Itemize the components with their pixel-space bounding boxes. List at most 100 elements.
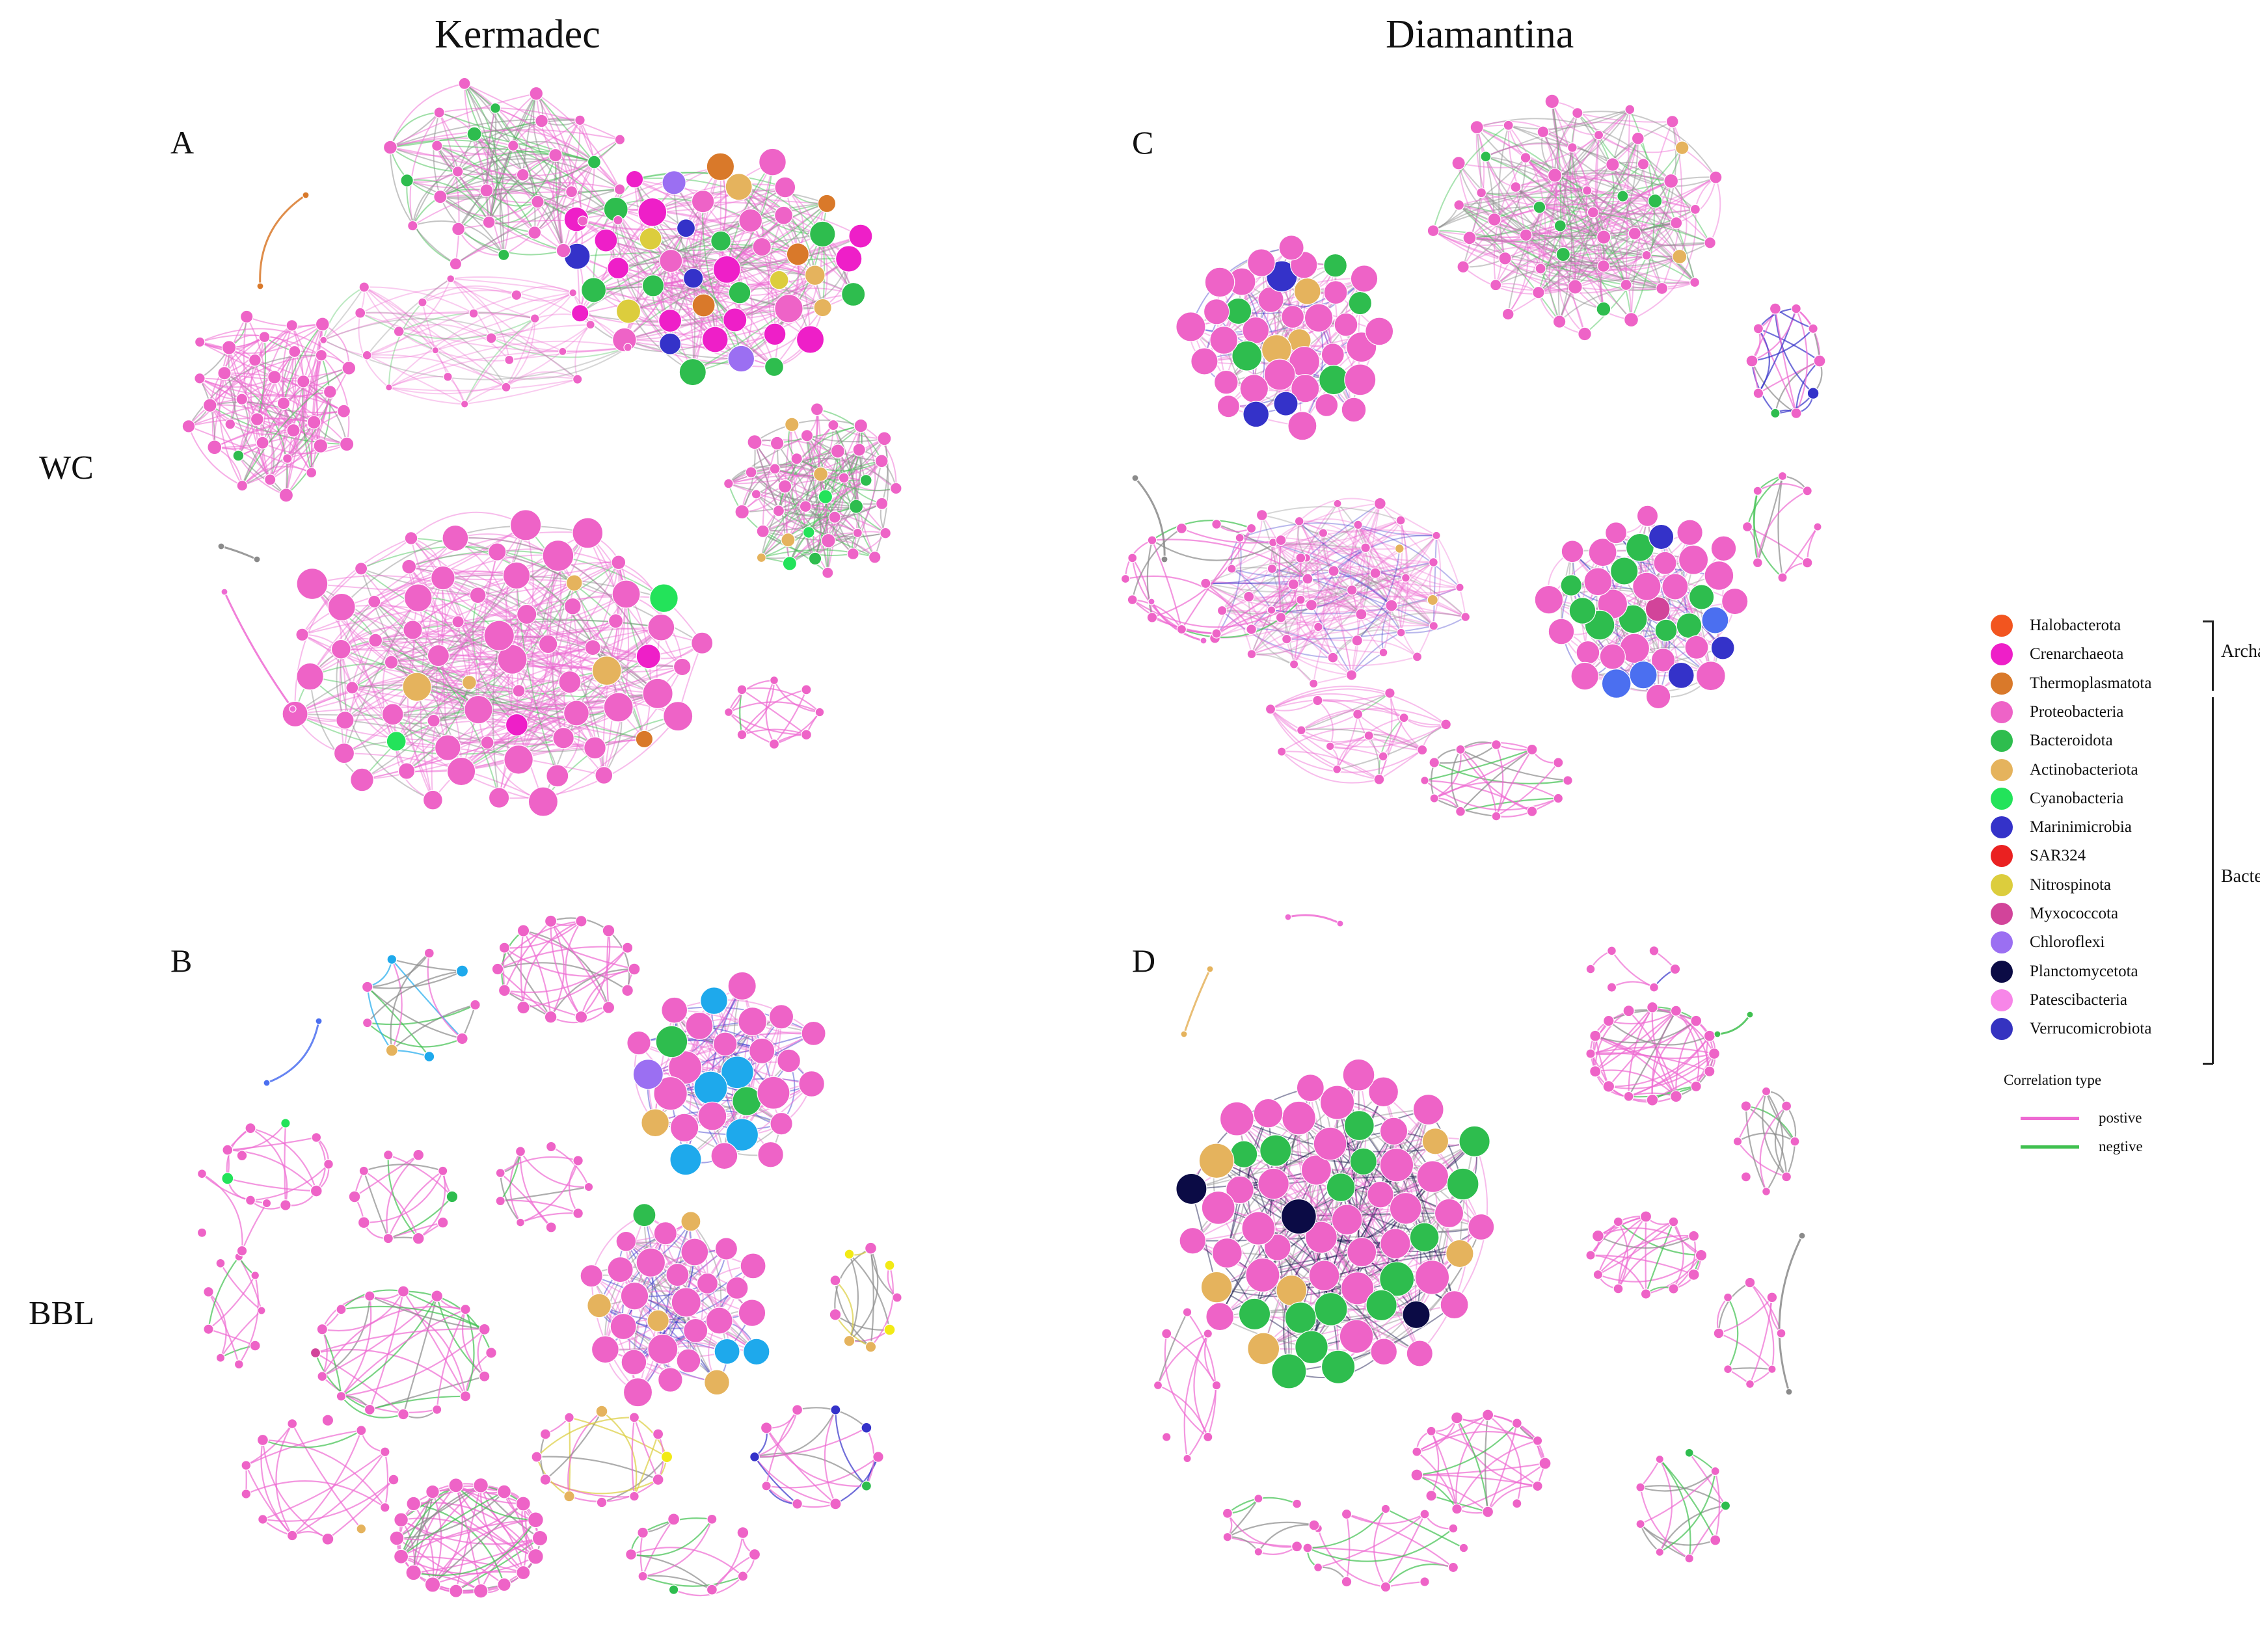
a-top-left-node (431, 140, 443, 152)
panel-letter-a: A (170, 124, 195, 161)
d-r7-node (1655, 1454, 1664, 1464)
c-dense-2-node (1645, 596, 1671, 622)
a-left-node (182, 420, 196, 433)
a-mid-node (504, 354, 515, 365)
b-r4-node (358, 1166, 369, 1176)
c-r2-edge (1756, 475, 1784, 563)
b-r10-edge (455, 1485, 536, 1521)
c-mid-edge (1317, 533, 1358, 641)
c-dense-1-node (1323, 253, 1348, 278)
a-top-left-edge (522, 93, 537, 175)
a-bottom-node (517, 604, 537, 625)
a-top-dense-node (662, 170, 686, 195)
c-mid-edge (1272, 542, 1402, 633)
b-r10-node (394, 1549, 409, 1564)
c-mid-edge (1248, 596, 1295, 665)
a-mid-edge (323, 286, 365, 341)
c-mid-edge (1333, 565, 1434, 601)
c-top-node (1537, 126, 1550, 139)
d-r7-edge (1639, 1459, 1661, 1488)
a-left-node (217, 366, 232, 380)
a-top-left-edge (390, 146, 572, 193)
c-bottom-edge (1281, 749, 1423, 773)
legend-swatch-marinimicrobia (1991, 816, 2013, 839)
c-mid-node (1355, 608, 1367, 620)
c-top-edge (1526, 138, 1639, 236)
b-r7-node (336, 1304, 347, 1315)
a-bottom-node (512, 684, 526, 698)
a-mid-node (623, 343, 632, 352)
a-right-edge (806, 435, 886, 534)
negative-label: negtive (2099, 1138, 2143, 1154)
a-top-dense-node (641, 274, 665, 297)
a-bottom-node (635, 730, 654, 749)
a-bottom-node (282, 700, 308, 727)
a-left-edge (214, 410, 344, 448)
a-mid-node (358, 282, 370, 293)
c-top-edge (1526, 180, 1672, 236)
a-top-left-edge (389, 147, 456, 265)
c-pair-2-node (1200, 637, 1207, 645)
d-r4-edge (1727, 1297, 1739, 1370)
a-top-dense-edge (624, 269, 728, 341)
a-right-edge (760, 505, 857, 559)
c-top-node (1704, 236, 1716, 249)
c-top-node (1623, 312, 1639, 328)
b-r14-node (196, 1227, 208, 1238)
a-left-node (232, 449, 245, 462)
b-r10-edge (401, 1519, 536, 1558)
b-r12-edge (835, 1409, 867, 1487)
c-mid-edge (1390, 520, 1403, 606)
a-bottom-edge (302, 633, 479, 711)
d-dense-node (1379, 1147, 1414, 1182)
d-r2-node (1585, 1250, 1596, 1260)
c-top-edge (1551, 101, 1562, 226)
d-pair-1-node (1180, 1030, 1188, 1038)
b-big-1-edge (673, 1009, 743, 1136)
b-r7-edge (402, 1296, 438, 1415)
a-mid-edge (364, 286, 449, 377)
a-top-dense-edge (579, 312, 716, 353)
c-top-edge (1538, 196, 1624, 293)
c-dense-1-node (1319, 364, 1349, 395)
a-bottom-node (384, 655, 399, 670)
b-big-1-node (632, 1059, 664, 1090)
c-top-edge (1631, 209, 1697, 321)
c-top-edge (1540, 268, 1604, 310)
d-r4-node (1776, 1328, 1786, 1339)
d-dense-node (1282, 1100, 1316, 1136)
a-bottom-node (401, 559, 417, 574)
a-right-edge (816, 408, 885, 440)
a-top-left-node (498, 248, 510, 261)
legend-item-cyanobacteria: Cyanobacteria (1991, 784, 2123, 813)
b-big-2-edge (634, 1295, 718, 1383)
d-r2-edge (1673, 1221, 1684, 1290)
b-r10-node (405, 1564, 422, 1581)
a-right-edge (789, 532, 858, 565)
c-mid-edge (1272, 542, 1433, 601)
a-mid-edge (435, 324, 591, 362)
d-dense-node (1340, 1272, 1375, 1305)
a-bottom-edge (408, 566, 440, 656)
c-bottom-edge (1336, 713, 1359, 770)
b-big-1-node (732, 1086, 762, 1116)
d-r2-edge (1645, 1221, 1675, 1294)
d-r1-edge (1594, 1071, 1653, 1101)
c-top-node (1656, 282, 1669, 295)
d-r7-edge (1714, 1471, 1721, 1541)
d-r8-edge (1187, 1311, 1217, 1437)
a-top-left-node (400, 174, 414, 187)
b-r11-edge (631, 1417, 636, 1497)
a-bottom-edge (352, 684, 564, 739)
a-bottom-node (295, 628, 309, 642)
d-r4-node (1723, 1292, 1733, 1302)
a-top-left-edge (440, 189, 584, 222)
a-bottom-edge (496, 551, 703, 644)
a-top-dense-node (809, 220, 836, 248)
c-mid-edge (1286, 587, 1460, 640)
a-top-dense-edge (652, 285, 742, 360)
b-r10-edge (432, 1519, 536, 1585)
c-r4-edge (1132, 599, 1301, 628)
c-mid-edge (1215, 521, 1300, 639)
a-bottom-edge (309, 620, 500, 677)
